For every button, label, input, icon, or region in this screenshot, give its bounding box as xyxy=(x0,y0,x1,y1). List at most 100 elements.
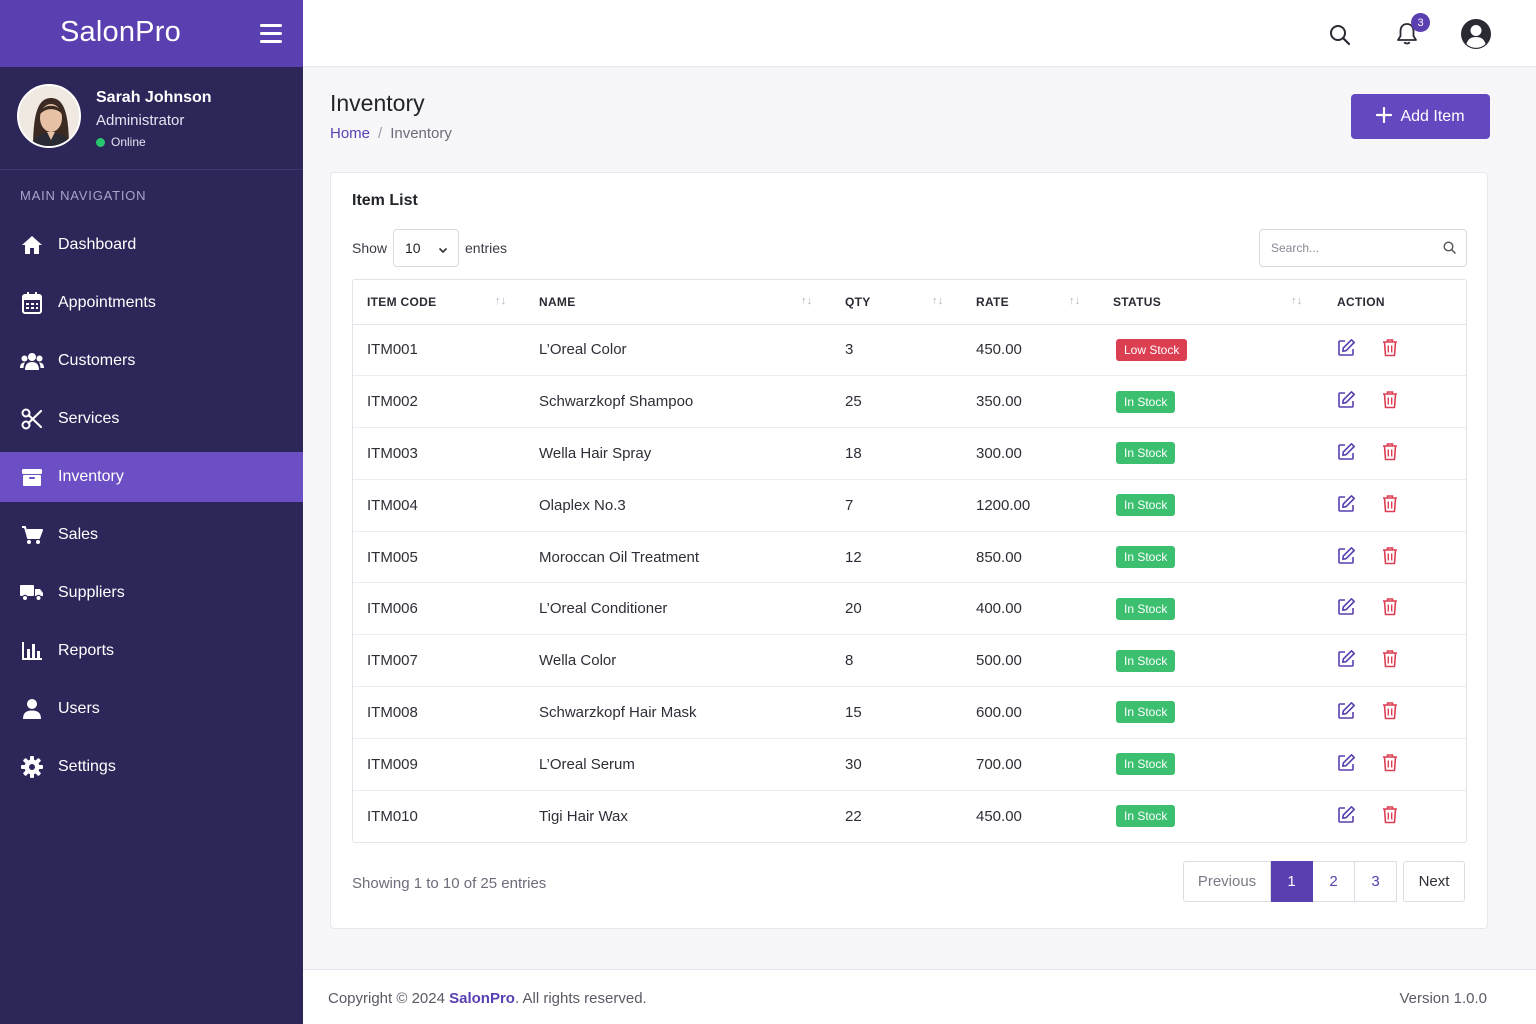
cell-status: In Stock xyxy=(1099,790,1323,842)
user-status-label: Online xyxy=(111,135,146,149)
edit-icon[interactable] xyxy=(1337,494,1356,513)
cell-name: Schwarzkopf Shampoo xyxy=(525,375,831,429)
edit-icon[interactable] xyxy=(1337,649,1356,668)
pagination-page-1[interactable]: 1 xyxy=(1271,861,1313,902)
delete-icon[interactable] xyxy=(1382,442,1398,461)
column-header-status[interactable]: STATUS ↑↓ xyxy=(1099,280,1323,325)
scissors-icon xyxy=(20,407,44,431)
column-header-qty[interactable]: QTY ↑↓ xyxy=(831,280,962,325)
delete-icon[interactable] xyxy=(1382,701,1398,720)
sidebar-item-suppliers[interactable]: Suppliers xyxy=(0,568,303,618)
cell-name: L’Oreal Conditioner xyxy=(525,582,831,636)
status-badge: In Stock xyxy=(1116,390,1176,413)
status-badge: In Stock xyxy=(1116,701,1176,724)
column-header-item-code[interactable]: ITEM CODE ↑↓ xyxy=(353,280,525,325)
search-icon[interactable] xyxy=(1329,24,1351,51)
cell-action xyxy=(1323,582,1466,636)
profile-avatar-icon[interactable] xyxy=(1460,18,1492,55)
sidebar-item-appointments[interactable]: Appointments xyxy=(0,278,303,328)
sort-icon[interactable]: ↑↓ xyxy=(932,295,944,307)
copyright-brand-link[interactable]: SalonPro xyxy=(449,990,515,1007)
page-title: Inventory xyxy=(330,90,425,116)
sort-icon[interactable]: ↑↓ xyxy=(801,295,813,307)
cell-qty: 8 xyxy=(831,634,962,688)
entries-select-value: 10 xyxy=(405,240,421,256)
column-header-name[interactable]: NAME ↑↓ xyxy=(525,280,831,325)
cell-qty: 30 xyxy=(831,738,962,791)
footer: Copyright © 2024 SalonPro. All rights re… xyxy=(303,969,1536,1024)
sort-icon[interactable]: ↑↓ xyxy=(1069,295,1081,307)
pagination-page-3[interactable]: 3 xyxy=(1355,861,1397,902)
sidebar-item-sales[interactable]: Sales xyxy=(0,510,303,560)
entries-select[interactable]: 10 xyxy=(393,229,459,267)
pagination-previous-button[interactable]: Previous xyxy=(1183,861,1271,902)
pagination-page-2[interactable]: 2 xyxy=(1313,861,1355,902)
sort-icon[interactable]: ↑↓ xyxy=(1291,295,1303,307)
sidebar-item-users[interactable]: Users xyxy=(0,684,303,734)
sidebar-item-services[interactable]: Services xyxy=(0,394,303,444)
sidebar-item-dashboard[interactable]: Dashboard xyxy=(0,220,303,270)
item-list-card: Item List Show 10 entries ITEM CODE↑↓ NA… xyxy=(330,172,1488,929)
nav-header: MAIN NAVIGATION xyxy=(20,188,147,203)
delete-icon[interactable] xyxy=(1382,649,1398,668)
cell-name: Moroccan Oil Treatment xyxy=(525,531,831,584)
edit-icon[interactable] xyxy=(1337,390,1356,409)
cell-name: Olaplex No.3 xyxy=(525,479,831,532)
edit-icon[interactable] xyxy=(1337,546,1356,565)
delete-icon[interactable] xyxy=(1382,805,1398,824)
cell-rate: 600.00 xyxy=(962,686,1099,739)
breadcrumb-home-link[interactable]: Home xyxy=(330,125,371,142)
sidebar-item-settings[interactable]: Settings xyxy=(0,742,303,792)
cell-item-code: ITM010 xyxy=(367,807,418,825)
edit-icon[interactable] xyxy=(1337,338,1356,357)
menu-toggle-icon[interactable] xyxy=(260,24,282,44)
delete-icon[interactable] xyxy=(1382,753,1398,772)
search-icon[interactable] xyxy=(1443,241,1456,259)
delete-icon[interactable] xyxy=(1382,390,1398,409)
delete-icon[interactable] xyxy=(1382,597,1398,616)
sidebar-item-reports[interactable]: Reports xyxy=(0,626,303,676)
cell-action xyxy=(1323,686,1466,739)
cell-status: In Stock xyxy=(1099,427,1323,480)
delete-icon[interactable] xyxy=(1382,338,1398,357)
delete-icon[interactable] xyxy=(1382,494,1398,513)
cell-qty: 7 xyxy=(831,479,962,532)
sidebar-item-inventory[interactable]: Inventory xyxy=(0,452,303,502)
edit-icon[interactable] xyxy=(1337,442,1356,461)
cell-name: Wella Hair Spray xyxy=(525,427,831,480)
home-icon xyxy=(20,233,44,257)
show-label: Show xyxy=(352,240,388,256)
pagination-next-button[interactable]: Next xyxy=(1403,861,1465,902)
notification-badge: 3 xyxy=(1411,13,1430,32)
copyright: Copyright © 2024 SalonPro. All rights re… xyxy=(328,990,647,1007)
edit-icon[interactable] xyxy=(1337,597,1356,616)
cell-action xyxy=(1323,427,1466,480)
cell-name: L’Oreal Serum xyxy=(525,738,831,791)
cell-rate: 500.00 xyxy=(962,634,1099,688)
table-row: ITM010 Tigi Hair Wax 22 450.00 In Stock xyxy=(353,790,1466,842)
sort-icon[interactable]: ↑↓ xyxy=(495,295,507,307)
cell-rate: 300.00 xyxy=(962,427,1099,480)
table-body: ITM001 L’Oreal Color 3 450.00 Low Stock ITM00… xyxy=(353,324,1466,842)
edit-icon[interactable] xyxy=(1337,805,1356,824)
delete-icon[interactable] xyxy=(1382,546,1398,565)
column-header-rate[interactable]: RATE ↑↓ xyxy=(962,280,1099,325)
brand-logo[interactable]: SalonPro xyxy=(60,16,181,48)
sidebar-item-label: Customers xyxy=(58,352,136,369)
cell-action xyxy=(1323,790,1466,842)
edit-icon[interactable] xyxy=(1337,701,1356,720)
cell-item-code: ITM001 xyxy=(353,324,525,377)
cell-qty: 22 xyxy=(845,807,862,825)
search-input[interactable] xyxy=(1260,230,1430,266)
cell-qty: 20 xyxy=(831,582,962,636)
plus-icon xyxy=(1376,104,1393,128)
sidebar-item-label: Inventory xyxy=(58,468,124,485)
table-row: ITM001 L’Oreal Color 3 450.00 Low Stock xyxy=(353,324,1466,377)
edit-icon[interactable] xyxy=(1337,753,1356,772)
cell-name: Tigi Hair Wax xyxy=(539,807,628,825)
users-icon xyxy=(20,349,44,373)
notification-bell-icon[interactable]: 3 xyxy=(1396,13,1430,46)
add-item-button[interactable]: Add Item xyxy=(1351,94,1490,139)
table-row: ITM007 Wella Color 8 500.00 In Stock xyxy=(353,634,1466,688)
sidebar-item-customers[interactable]: Customers xyxy=(0,336,303,386)
